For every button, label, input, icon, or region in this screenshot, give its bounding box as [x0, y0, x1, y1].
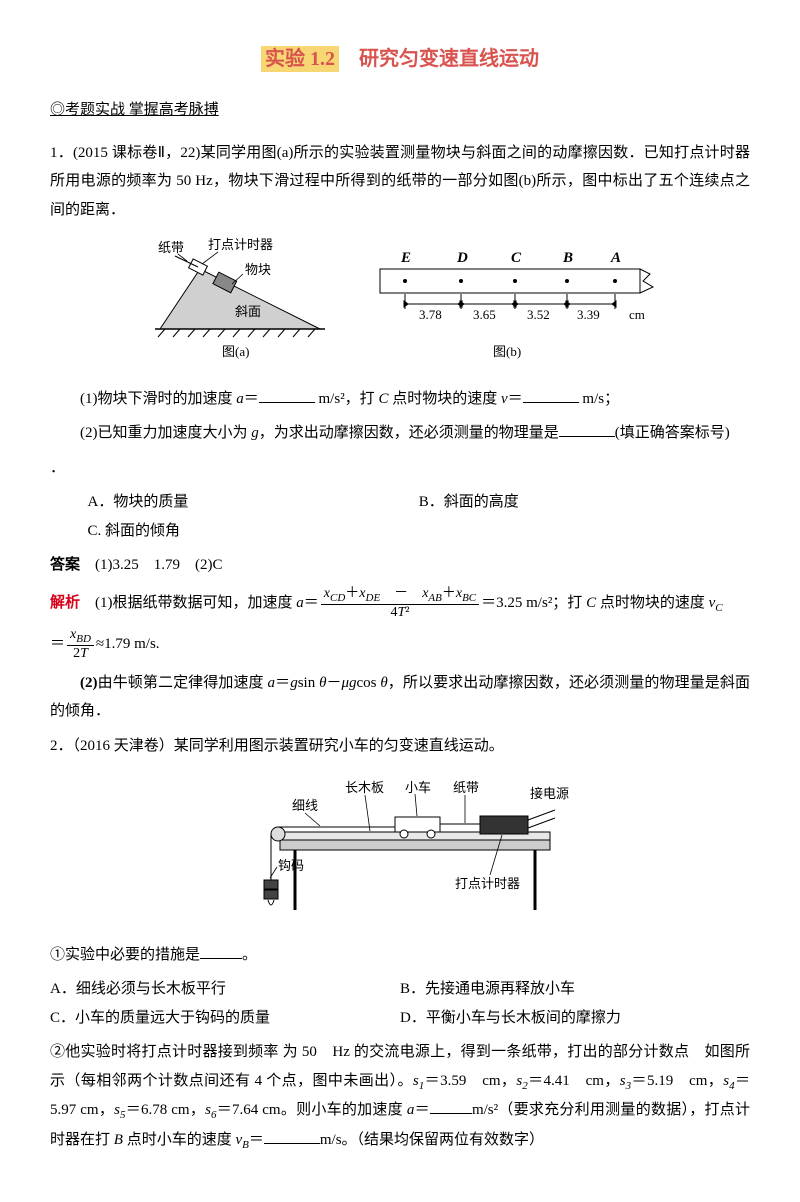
- label-board: 长木板: [345, 780, 384, 795]
- label-power: 接电源: [530, 786, 569, 801]
- page-title: 实验 1.2 研究匀变速直线运动: [50, 40, 750, 78]
- fig-b-cap: 图(b): [493, 344, 521, 359]
- txt: 点时小车的速度: [123, 1132, 236, 1148]
- q1-explanation-2: (2)由牛顿第二定律得加速度 a＝gsin θ－μgcos θ，所以要求出动摩擦…: [50, 669, 750, 726]
- label-weight: 钩码: [278, 858, 304, 873]
- svg-text:3.52: 3.52: [527, 307, 550, 322]
- opt-c: C. 斜面的倾角: [88, 517, 751, 546]
- svg-text:E: E: [400, 250, 411, 266]
- svg-text:D: D: [456, 250, 468, 266]
- ans-label: 答案: [50, 557, 80, 573]
- opt-b: B．先接通电源再释放小车: [400, 975, 750, 1004]
- label-block: 物块: [245, 262, 271, 277]
- opt-c: C．小车的质量远大于钩码的质量: [50, 1004, 400, 1033]
- exp-label: 解析: [50, 595, 80, 611]
- s5: 6.78: [141, 1102, 167, 1118]
- opt-d: D．平衡小车与长木板间的摩擦力: [400, 1004, 750, 1033]
- title-rest: 研究匀变速直线运动: [339, 48, 539, 70]
- label-cart: 小车: [405, 780, 431, 795]
- q1-part2: (2)已知重力加速度大小为 g，为求出动摩擦因数，还必须测量的物理量是(填正确答…: [50, 419, 750, 448]
- txt: ②他实验时将打点计时器接到频率 为 50 Hz 的交流电源上，得到一条纸带，打出…: [50, 1044, 750, 1089]
- svg-text:cm: cm: [629, 307, 645, 322]
- label-slope: 斜面: [235, 304, 261, 319]
- s6: 7.64: [232, 1102, 258, 1118]
- txt: ，为求出动摩擦因数，还必须测量的物理量是: [259, 425, 559, 441]
- period-dot: ．: [50, 454, 750, 483]
- txt: ①实验中必要的措施是: [50, 947, 200, 963]
- svg-text:3.65: 3.65: [473, 307, 496, 322]
- svg-text:3.78: 3.78: [419, 307, 442, 322]
- txt: m/s。（结果均保留两位有效数字）: [320, 1132, 544, 1148]
- txt: ＝3.25 m/s²；打: [481, 595, 586, 611]
- q1-explanation-1: 解析 (1)根据纸带数据可知，加速度 a＝xCD＋xDE － xAB＋xBC4T…: [50, 586, 750, 622]
- q2-p1: ①实验中必要的措施是 。: [50, 941, 750, 970]
- q2-figure: 细线 长木板 小车 纸带 接电源 钩码 打点计时器: [50, 770, 750, 931]
- label-tape: 纸带: [158, 240, 184, 255]
- s4: 5.97: [50, 1102, 76, 1118]
- q1-part1: (1)物块下滑时的加速度 a＝ m/s²，打 C 点时物块的速度 v＝ m/s；: [50, 385, 750, 414]
- label-timer: 打点计时器: [208, 237, 273, 252]
- q1-explanation-1b: ＝xBD2T≈1.79 m/s.: [50, 627, 750, 663]
- txt: 点时物块的速度: [388, 391, 501, 407]
- svg-text:3.39: 3.39: [577, 307, 600, 322]
- txt: 。则小车的加速度: [281, 1102, 407, 1118]
- q1-stem: 1．(2015 课标卷Ⅱ，22)某同学用图(a)所示的实验装置测量物块与斜面之间…: [50, 139, 750, 225]
- opt-a: A．细线必须与长木板平行: [50, 975, 400, 1004]
- q2-p2: ②他实验时将打点计时器接到频率 为 50 Hz 的交流电源上，得到一条纸带，打出…: [50, 1038, 750, 1156]
- txt: m/s；: [579, 391, 619, 407]
- q1-figures: 纸带 打点计时器 物块 斜面 图(a) E D C B A: [50, 234, 750, 375]
- label-tape2: 纸带: [453, 780, 479, 795]
- s2: 4.41: [544, 1073, 570, 1089]
- q2-stem: 2．（2016 天津卷）某同学利用图示装置研究小车的匀变速直线运动。: [50, 732, 750, 761]
- txt: (填正确答案标号): [615, 425, 730, 441]
- label-timer2: 打点计时器: [455, 876, 520, 891]
- txt: 。: [242, 947, 257, 963]
- subheading: ◎考题实战 掌握高考脉搏: [50, 96, 750, 125]
- q1-answer: 答案 (1)3.25 1.79 (2)C: [50, 551, 750, 580]
- svg-text:A: A: [610, 250, 621, 266]
- label-thread: 细线: [292, 798, 318, 813]
- title-prefix: 实验 1.2: [261, 46, 339, 72]
- s1: 3.59: [440, 1073, 466, 1089]
- txt: m/s²，打: [315, 391, 379, 407]
- svg-text:C: C: [511, 250, 522, 266]
- txt: ≈1.79 m/s.: [96, 636, 160, 652]
- txt: (1)根据纸带数据可知，加速度: [95, 595, 296, 611]
- q1-options: A．物块的质量 B．斜面的高度 C. 斜面的倾角: [88, 488, 751, 545]
- txt: (1)物块下滑时的加速度: [80, 391, 236, 407]
- svg-text:B: B: [562, 250, 573, 266]
- ans-text: (1)3.25 1.79 (2)C: [80, 557, 223, 573]
- fig-a-cap: 图(a): [222, 344, 249, 359]
- s3: 5.19: [647, 1073, 673, 1089]
- opt-b: B．斜面的高度: [419, 488, 750, 517]
- txt: 点时物块的速度: [596, 595, 709, 611]
- opt-a: A．物块的质量: [88, 488, 419, 517]
- q2-options: A．细线必须与长木板平行 B．先接通电源再释放小车 C．小车的质量远大于钩码的质…: [50, 975, 750, 1032]
- txt: (2)已知重力加速度大小为: [80, 425, 251, 441]
